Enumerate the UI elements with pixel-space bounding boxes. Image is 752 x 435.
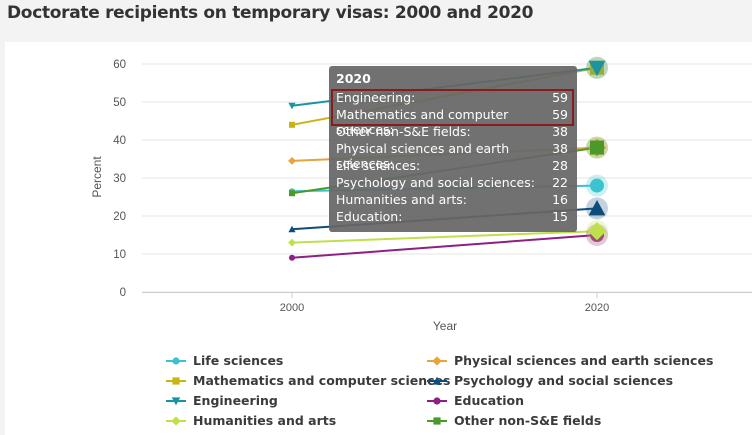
legend-swatch-humanities-and-arts (166, 415, 186, 426)
y-tick-label: 30 (113, 173, 126, 185)
tooltip-row-label: Psychology and social sciences: (336, 175, 535, 190)
legend-label: Other non-S&E fields (454, 413, 602, 428)
series-line-education (291, 234, 598, 259)
legend-item-engineering[interactable]: Engineering (165, 393, 278, 408)
tooltip-row-label: Education: (336, 209, 403, 224)
x-axis-title: Year (433, 319, 457, 333)
legend-label: Education (454, 393, 524, 408)
data-point-2020-psychology-and-social-sciences[interactable] (588, 200, 606, 216)
tooltip-row-label: Humanities and arts: (336, 192, 468, 207)
tooltip-row-label: Life sciences: (336, 158, 421, 173)
x-tick-label: 2020 (585, 302, 609, 314)
data-point-2000-mathematics-and-computer-sciences[interactable] (289, 121, 295, 128)
legend-swatch-mathematics-and-computer-sciences (166, 376, 186, 385)
legend-marker-physical-sciences-and-earth-sciences (432, 355, 442, 366)
legend-marker-life-sciences (172, 356, 180, 365)
legend-item-psychology-and-social-sciences[interactable]: Psychology and social sciences (426, 373, 673, 388)
legend-marker-education (433, 396, 441, 405)
tooltip-row: Other non-S&E fields: 38 (336, 124, 568, 141)
legend-marker-humanities-and-arts (171, 415, 181, 426)
legend-label: Psychology and social sciences (454, 373, 674, 388)
page-title: Doctorate recipients on temporary visas:… (7, 3, 534, 23)
legend-item-life-sciences[interactable]: Life sciences (165, 353, 283, 368)
legend-item-physical-sciences-and-earth-sciences[interactable]: Physical sciences and earth sciences (426, 353, 713, 368)
legend-marker-psychology-and-social-sciences (432, 376, 442, 385)
y-tick-label: 20 (113, 211, 126, 223)
data-point-2000-engineering[interactable] (288, 102, 296, 110)
tooltip-row-value: 38 (552, 124, 568, 139)
tooltip-title: 2020 (336, 71, 371, 86)
y-tick-label: 0 (120, 287, 126, 299)
tooltip-row-value: 15 (552, 209, 568, 224)
x-tick-label: 2000 (280, 302, 304, 314)
data-point-2000-humanities-and-arts[interactable] (288, 238, 296, 247)
legend-label: Humanities and arts (193, 413, 337, 428)
y-tick-label: 50 (113, 97, 126, 109)
chart-card: 0 10 20 30 40 50 60 2000 2020 Year Percent Life sc… (5, 42, 752, 435)
legend-item-mathematics-and-computer-sciences[interactable]: Mathematics and computer sciences (165, 373, 450, 388)
y-tick-label: 60 (113, 59, 126, 71)
tooltip-row-label: Other non-S&E fields: (336, 124, 471, 139)
series-markers (288, 56, 608, 261)
legend-marker-mathematics-and-computer-sciences (172, 376, 180, 385)
legend-swatch-life-sciences (166, 356, 186, 365)
series-line-humanities-and-arts (291, 230, 598, 244)
tooltip-row: Life sciences: 28 (336, 158, 568, 175)
y-axis-title: Percent (90, 156, 104, 198)
data-point-2000-other-non-sande-fields[interactable] (289, 190, 295, 197)
tooltip-row-value: 16 (552, 192, 568, 207)
legend-swatch-psychology-and-social-sciences (427, 376, 447, 385)
legend-item-humanities-and-arts[interactable]: Humanities and arts (165, 413, 336, 428)
legend-swatch-education (427, 396, 447, 405)
legend-swatch-other-non-sande-fields (427, 416, 447, 425)
legend-item-other-non-sande-fields[interactable]: Other non-S&E fields (426, 413, 601, 428)
tooltip-row-value: 59 (552, 90, 568, 105)
tooltip-row-label: Physical sciences and earth sciences: (336, 141, 510, 171)
legend-swatch-physical-sciences-and-earth-sciences (427, 355, 447, 366)
tooltip-row: Education: 15 (336, 209, 568, 226)
chart-tooltip: 2020 Engineering: 59 Mathematics and compu… (329, 66, 577, 232)
data-point-2020-humanities-and-arts[interactable] (587, 222, 607, 241)
legend-label: Mathematics and computer sciences (193, 373, 451, 388)
tooltip-row-label: Engineering: (336, 90, 416, 105)
legend-marker-other-non-sande-fields (433, 416, 441, 425)
tooltip-row-value: 28 (552, 158, 568, 173)
tooltip-row: Engineering: 59 (336, 90, 568, 107)
data-point-2020-other-non-sande-fields[interactable] (590, 140, 604, 155)
tooltip-row: Physical sciences and earth sciences: 38 (336, 141, 568, 171)
legend-swatch-engineering (166, 396, 186, 405)
data-point-2000-physical-sciences-and-earth-sciences[interactable] (288, 157, 296, 165)
legend-marker-engineering (171, 396, 181, 405)
data-point-2000-psychology-and-social-sciences[interactable] (288, 225, 296, 233)
tooltip-row-value: 22 (552, 175, 568, 190)
y-tick-label: 40 (113, 135, 126, 147)
legend-label: Engineering (193, 393, 278, 408)
tooltip-row: Humanities and arts: 16 (336, 192, 568, 209)
legend-item-education[interactable]: Education (426, 393, 524, 408)
tooltip-row-value: 38 (552, 141, 568, 156)
y-tick-label: 10 (113, 249, 126, 261)
tooltip-highlight-box (331, 89, 574, 126)
data-point-2000-education[interactable] (289, 254, 295, 261)
data-point-2020-life-sciences[interactable] (590, 178, 604, 193)
axes: 0 10 20 30 40 50 60 2000 2020 Year Percent (90, 59, 752, 333)
legend-label: Life sciences (193, 353, 284, 368)
tooltip-row-value: 59 (552, 107, 568, 122)
tooltip-row: Psychology and social sciences: 22 (336, 175, 568, 192)
data-point-2020-engineering[interactable] (588, 60, 606, 77)
legend-label: Physical sciences and earth sciences (454, 353, 714, 368)
